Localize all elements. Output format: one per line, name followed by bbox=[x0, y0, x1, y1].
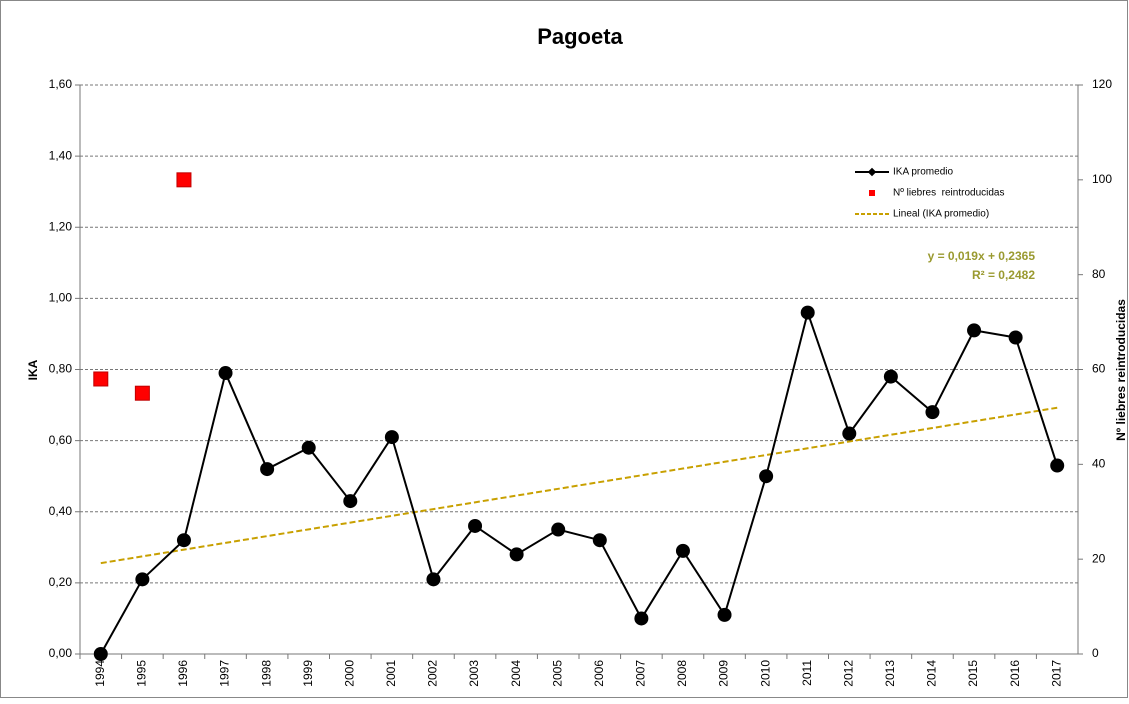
y2-tick-label: 20 bbox=[1092, 551, 1106, 565]
point bbox=[967, 323, 982, 338]
point bbox=[592, 533, 607, 548]
trend-equation: y = 0,019x + 0,2365 bbox=[928, 249, 1036, 263]
y2-tick-label: 40 bbox=[1092, 457, 1106, 471]
trend-r2: R² = 0,2482 bbox=[972, 268, 1035, 282]
y2-tick-label: 0 bbox=[1092, 646, 1099, 660]
point bbox=[93, 647, 108, 661]
x-tick-label: 2009 bbox=[717, 660, 731, 687]
x-tick-label: 2013 bbox=[883, 660, 897, 687]
square-marker bbox=[176, 172, 192, 188]
x-tick-label: 2017 bbox=[1049, 660, 1063, 687]
x-tick-label: 2016 bbox=[1008, 660, 1022, 687]
point bbox=[509, 547, 524, 562]
point bbox=[800, 305, 815, 320]
x-tick-label: 1998 bbox=[259, 660, 273, 687]
y-tick-label: 0,80 bbox=[49, 362, 73, 376]
x-tick-label: 2006 bbox=[592, 660, 606, 687]
y2-tick-label: 120 bbox=[1092, 77, 1112, 91]
x-tick-label: 2002 bbox=[426, 660, 440, 687]
y-axis-label: IKA bbox=[26, 359, 40, 380]
legend-label: IKA promedio bbox=[893, 167, 953, 178]
point bbox=[384, 430, 399, 445]
x-tick-label: 2003 bbox=[467, 660, 481, 687]
legend-label: Nº liebres reintroducidas bbox=[893, 188, 1004, 199]
x-tick-label: 2005 bbox=[550, 660, 564, 687]
x-tick-label: 2000 bbox=[342, 660, 356, 687]
y2-tick-label: 60 bbox=[1092, 362, 1106, 376]
point bbox=[468, 518, 483, 533]
x-tick-label: 1996 bbox=[176, 660, 190, 687]
y-tick-label: 0,20 bbox=[49, 575, 73, 589]
square-marker bbox=[93, 371, 109, 387]
point bbox=[1008, 330, 1023, 345]
point bbox=[218, 366, 233, 381]
x-tick-label: 1995 bbox=[135, 660, 149, 687]
point bbox=[260, 462, 275, 477]
x-tick-label: 1997 bbox=[218, 660, 232, 687]
square-marker bbox=[134, 385, 150, 401]
y-tick-label: 1,20 bbox=[49, 219, 73, 233]
point bbox=[634, 611, 649, 626]
legend-label: Lineal (IKA promedio) bbox=[893, 209, 989, 220]
point bbox=[135, 572, 150, 587]
point bbox=[343, 494, 358, 509]
y-tick-label: 1,40 bbox=[49, 148, 73, 162]
x-tick-label: 2015 bbox=[966, 660, 980, 687]
legend-marker bbox=[869, 190, 875, 196]
x-tick-label: 1999 bbox=[301, 660, 315, 687]
chart-title: Pagoeta bbox=[537, 24, 623, 49]
point bbox=[925, 405, 940, 420]
y2-tick-label: 80 bbox=[1092, 267, 1106, 281]
point bbox=[176, 533, 191, 548]
point bbox=[551, 522, 566, 537]
y-tick-label: 0,60 bbox=[49, 433, 73, 447]
x-tick-label: 2014 bbox=[925, 660, 939, 687]
x-tick-label: 2007 bbox=[634, 660, 648, 687]
x-tick-label: 2001 bbox=[384, 660, 398, 687]
y-tick-label: 0,00 bbox=[49, 646, 73, 660]
x-tick-label: 2011 bbox=[800, 660, 814, 686]
x-tick-label: 1994 bbox=[93, 660, 107, 687]
point bbox=[1050, 458, 1065, 473]
x-tick-label: 2008 bbox=[675, 660, 689, 687]
point bbox=[426, 572, 441, 587]
point bbox=[759, 469, 774, 484]
point bbox=[301, 440, 316, 455]
y-tick-label: 1,00 bbox=[49, 291, 73, 305]
y2-tick-label: 100 bbox=[1092, 172, 1112, 186]
series-line bbox=[99, 309, 1059, 655]
point bbox=[883, 369, 898, 384]
point bbox=[842, 426, 857, 441]
point bbox=[675, 543, 690, 558]
x-tick-label: 2012 bbox=[841, 660, 855, 687]
x-tick-label: 2010 bbox=[758, 660, 772, 687]
point bbox=[717, 607, 732, 622]
y-tick-label: 1,60 bbox=[49, 77, 73, 91]
y-tick-label: 0,40 bbox=[49, 504, 73, 518]
x-tick-label: 2004 bbox=[509, 660, 523, 687]
y2-axis-label: Nº liebres reintroducidas bbox=[1114, 299, 1128, 441]
